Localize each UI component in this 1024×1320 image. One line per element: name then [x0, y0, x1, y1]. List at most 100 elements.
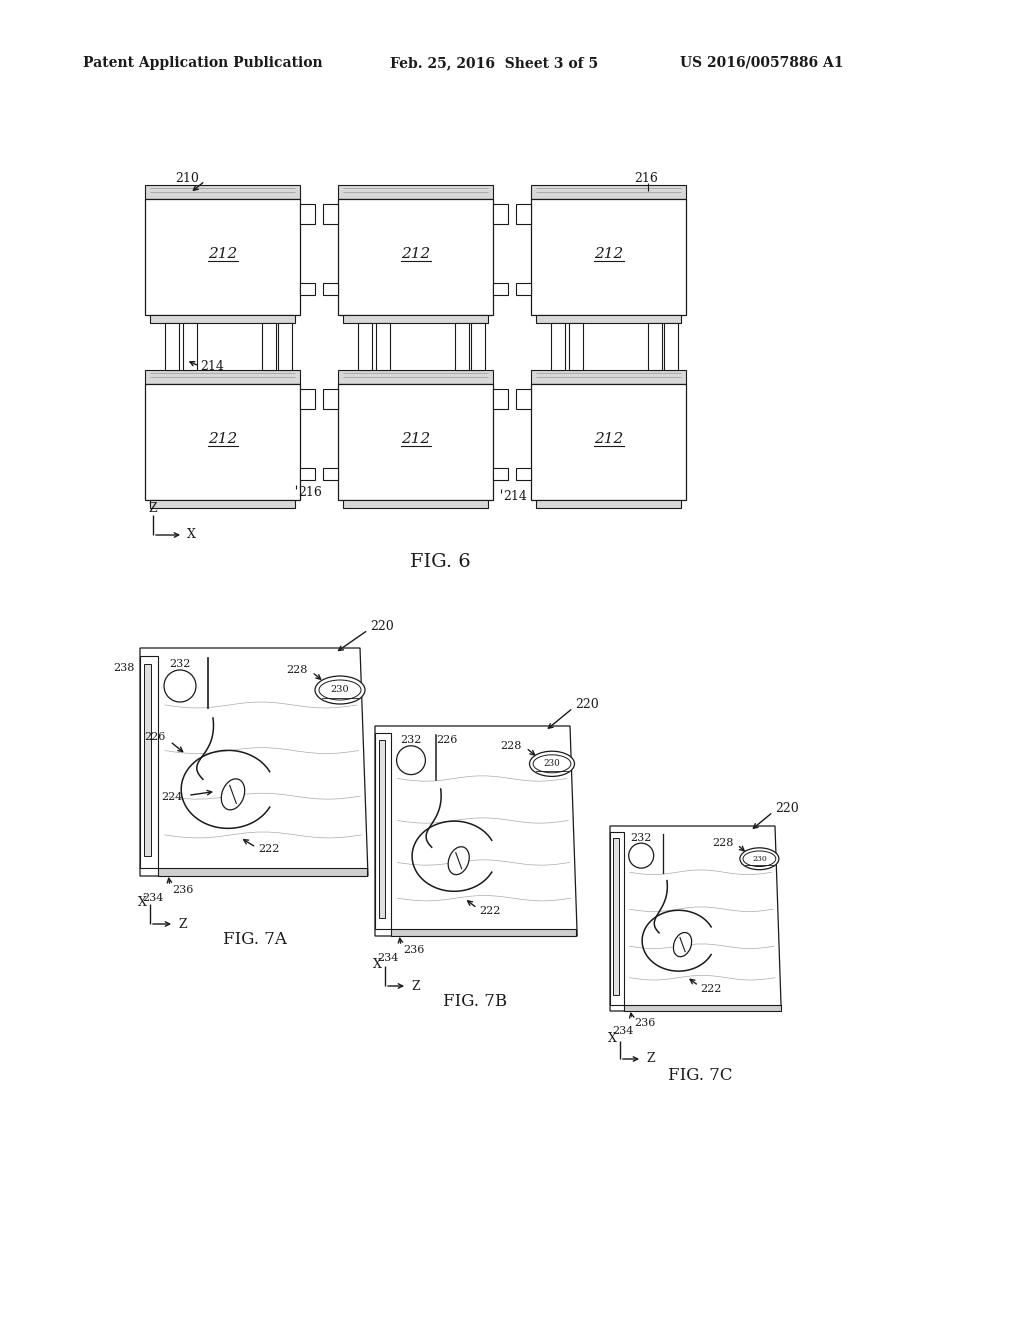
Text: 214: 214 — [200, 359, 224, 372]
Bar — [300, 469, 315, 480]
Bar — [569, 323, 583, 370]
Text: X: X — [373, 957, 381, 970]
Bar — [262, 323, 276, 370]
Text: 236: 236 — [172, 884, 194, 895]
Bar — [516, 282, 531, 294]
Text: Patent Application Publication: Patent Application Publication — [83, 55, 323, 70]
Text: 232: 232 — [631, 833, 652, 843]
Bar — [145, 384, 300, 500]
Bar — [610, 832, 624, 1005]
Bar — [150, 315, 295, 323]
Bar — [343, 315, 488, 323]
Bar — [516, 389, 531, 409]
Text: 226: 226 — [436, 735, 458, 744]
Text: 234: 234 — [612, 1026, 634, 1036]
Text: 212: 212 — [594, 247, 624, 261]
Bar — [648, 323, 662, 370]
Ellipse shape — [743, 851, 776, 866]
Bar — [343, 500, 488, 508]
Ellipse shape — [529, 751, 574, 776]
Polygon shape — [375, 726, 578, 936]
Text: 212: 212 — [208, 432, 238, 446]
Bar — [145, 185, 300, 199]
Text: 234: 234 — [142, 894, 164, 903]
Text: 210: 210 — [175, 172, 199, 185]
Bar — [158, 869, 368, 876]
Bar — [531, 199, 686, 315]
Text: Z: Z — [411, 979, 420, 993]
Bar — [516, 469, 531, 480]
Text: 212: 212 — [400, 432, 430, 446]
Text: 224: 224 — [162, 792, 183, 803]
Text: X: X — [137, 895, 146, 908]
Text: 230: 230 — [544, 759, 560, 768]
Bar — [358, 323, 372, 370]
Bar — [551, 323, 565, 370]
Bar — [375, 733, 391, 929]
Text: 220: 220 — [370, 619, 394, 632]
Bar — [338, 199, 493, 315]
Text: Feb. 25, 2016  Sheet 3 of 5: Feb. 25, 2016 Sheet 3 of 5 — [390, 55, 598, 70]
Bar — [144, 664, 151, 855]
Text: 226: 226 — [144, 733, 166, 742]
Bar — [165, 323, 179, 370]
Bar — [493, 282, 508, 294]
Text: 216: 216 — [634, 172, 657, 185]
Text: 222: 222 — [258, 845, 280, 854]
Bar — [300, 205, 315, 224]
Bar — [613, 838, 618, 995]
Text: 216: 216 — [298, 486, 322, 499]
Text: 220: 220 — [775, 801, 799, 814]
Text: 214: 214 — [503, 490, 527, 503]
Polygon shape — [610, 826, 781, 1011]
Ellipse shape — [221, 779, 245, 810]
Bar — [145, 199, 300, 315]
Bar — [338, 370, 493, 384]
Bar — [531, 185, 686, 199]
Text: X: X — [187, 528, 196, 541]
Text: 234: 234 — [377, 953, 398, 964]
Bar — [391, 929, 577, 936]
Bar — [624, 1005, 780, 1011]
Bar — [471, 323, 485, 370]
Text: 236: 236 — [403, 945, 424, 954]
Text: Z: Z — [646, 1052, 654, 1065]
Bar — [278, 323, 292, 370]
Bar — [323, 282, 338, 294]
Bar — [516, 205, 531, 224]
Bar — [379, 741, 385, 917]
Bar — [493, 205, 508, 224]
Text: FIG. 7A: FIG. 7A — [223, 932, 287, 949]
Bar — [145, 370, 300, 384]
Text: 236: 236 — [634, 1018, 655, 1028]
Text: 230: 230 — [331, 685, 349, 694]
Bar — [183, 323, 197, 370]
Bar — [455, 323, 469, 370]
Bar — [140, 656, 158, 869]
Text: 212: 212 — [400, 247, 430, 261]
Text: FIG. 7C: FIG. 7C — [668, 1067, 732, 1084]
Text: 230: 230 — [752, 855, 767, 863]
Ellipse shape — [740, 847, 779, 870]
Polygon shape — [140, 648, 368, 876]
Ellipse shape — [674, 932, 691, 957]
Text: 212: 212 — [594, 432, 624, 446]
Bar — [531, 370, 686, 384]
Bar — [376, 323, 390, 370]
Bar — [323, 389, 338, 409]
Text: 222: 222 — [700, 983, 722, 994]
Text: US 2016/0057886 A1: US 2016/0057886 A1 — [680, 55, 844, 70]
Text: 222: 222 — [479, 907, 501, 916]
Bar — [338, 384, 493, 500]
Bar — [536, 500, 681, 508]
Text: 228: 228 — [712, 838, 733, 847]
Ellipse shape — [534, 755, 571, 772]
Text: 228: 228 — [287, 665, 308, 675]
Text: FIG. 7B: FIG. 7B — [443, 994, 507, 1011]
Ellipse shape — [315, 676, 365, 704]
Text: 220: 220 — [575, 697, 599, 710]
Bar — [536, 315, 681, 323]
Ellipse shape — [319, 680, 361, 700]
Bar — [493, 469, 508, 480]
Bar — [150, 500, 295, 508]
